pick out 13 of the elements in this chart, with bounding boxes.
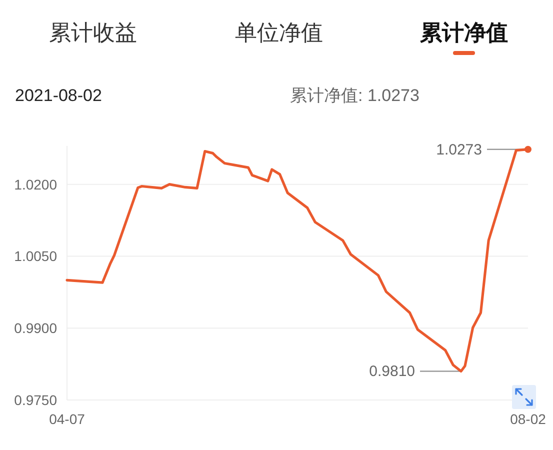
- y-tick-label: 0.9900: [14, 320, 58, 336]
- text: 累计收益: [49, 20, 137, 44]
- y-tick-label: 1.0200: [14, 176, 58, 192]
- text: 单位净值: [235, 20, 323, 44]
- x-tick-label: 08-02: [510, 411, 546, 427]
- y-tick-label: 0.9750: [14, 392, 58, 408]
- y-tick-label: 1.0050: [14, 248, 58, 264]
- text: 2021-08-02: [15, 86, 102, 104]
- x-tick-label: 04-07: [49, 411, 86, 427]
- text: 累计净值: 1.0273: [290, 86, 420, 104]
- annotation: 0.9810: [369, 362, 416, 380]
- chart-title: 累计净值: [419, 20, 508, 44]
- annotation: 1.0273: [436, 140, 482, 158]
